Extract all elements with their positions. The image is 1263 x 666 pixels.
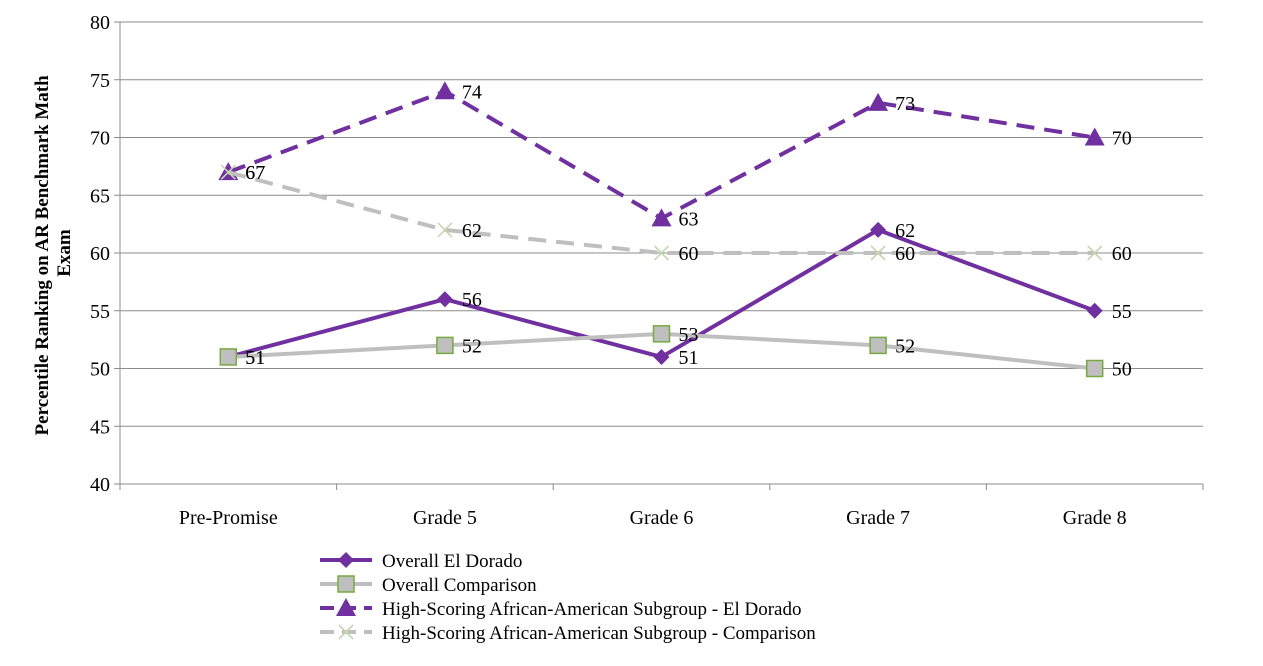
x-tick-label: Grade 5 xyxy=(413,507,477,529)
axes xyxy=(114,21,1204,490)
y-tick-labels: 40 45 50 55 60 65 70 75 80 xyxy=(90,12,110,496)
data-point xyxy=(652,325,671,343)
data-label: 51 xyxy=(245,347,265,369)
y-axis-label-line-2: Exam xyxy=(54,229,75,277)
legend-item: High-Scoring African-American Subgroup -… xyxy=(320,623,816,644)
marker-stroke xyxy=(437,222,453,238)
data-point xyxy=(870,221,887,238)
series-lines xyxy=(218,81,1105,378)
y-tick-label: 50 xyxy=(90,359,110,381)
legend-label: High-Scoring African-American Subgroup -… xyxy=(382,599,801,620)
data-label: 62 xyxy=(462,220,482,242)
data-label: 52 xyxy=(895,335,915,357)
marker-stroke xyxy=(338,624,354,640)
data-label: 56 xyxy=(462,289,482,311)
data-label: 51 xyxy=(679,347,699,369)
series-1 xyxy=(220,221,1103,365)
data-point xyxy=(434,81,455,100)
x-tick-label: Pre-Promise xyxy=(179,507,278,529)
data-label: 63 xyxy=(679,208,699,230)
data-label: 50 xyxy=(1112,359,1132,381)
data-point xyxy=(219,348,238,366)
data-label: 51 xyxy=(245,347,265,369)
data-point xyxy=(868,92,889,111)
series-line xyxy=(227,170,1095,255)
data-point xyxy=(869,336,887,355)
data-point xyxy=(436,291,453,308)
legend-marker xyxy=(336,598,356,616)
marker-stroke xyxy=(870,245,886,261)
y-tick-label: 75 xyxy=(90,70,110,92)
data-label: 60 xyxy=(679,243,699,265)
legend-label: High-Scoring African-American Subgroup -… xyxy=(382,623,816,644)
y-axis-label-line-1: Percentile Ranking on AR Benchmark Math xyxy=(32,75,53,436)
data-point xyxy=(653,348,670,365)
data-label: 74 xyxy=(462,81,482,103)
marker-stroke xyxy=(1087,245,1103,261)
y-tick-label: 45 xyxy=(90,416,110,438)
y-tick-label: 70 xyxy=(90,128,110,150)
y-tick-label: 40 xyxy=(90,474,110,496)
data-label: 62 xyxy=(895,220,915,242)
data-label: 55 xyxy=(1112,301,1132,323)
data-point xyxy=(651,208,672,227)
data-point xyxy=(870,245,886,261)
legend-marker xyxy=(338,624,354,640)
legend-label: Overall Comparison xyxy=(382,575,537,596)
data-label: 52 xyxy=(462,335,482,357)
x-tick-label: Grade 8 xyxy=(1063,507,1127,529)
data-point xyxy=(653,245,670,261)
data-label: 67 xyxy=(245,162,265,184)
data-point xyxy=(1086,302,1103,319)
data-label: 60 xyxy=(895,243,915,265)
series-line xyxy=(227,89,1096,221)
series-2 xyxy=(219,325,1104,378)
series-4 xyxy=(220,164,1103,261)
x-tick-label: Grade 7 xyxy=(846,507,910,529)
x-tick-labels: Pre-Promise Grade 5 Grade 6 Grade 7 Grade 8 xyxy=(179,507,1127,529)
data-point xyxy=(437,222,453,238)
data-label: 70 xyxy=(1112,128,1132,150)
y-tick-label: 65 xyxy=(90,185,110,207)
legend-marker xyxy=(337,575,355,593)
legend-label: Overall El Dorado xyxy=(382,551,522,572)
data-label: 60 xyxy=(1112,243,1132,265)
data-label: 53 xyxy=(679,324,699,346)
legend-item: High-Scoring African-American Subgroup -… xyxy=(320,598,801,620)
marker-stroke xyxy=(220,164,236,180)
y-tick-label: 80 xyxy=(90,12,110,34)
legend-marker xyxy=(338,552,354,568)
data-point xyxy=(436,336,454,355)
x-tick-label: Grade 6 xyxy=(630,507,694,529)
legend-item: Overall El Dorado xyxy=(320,551,522,572)
y-tick-label: 60 xyxy=(90,243,110,265)
data-point xyxy=(220,164,236,180)
y-tick-label: 55 xyxy=(90,301,110,323)
y-axis-label: Percentile Ranking on AR Benchmark Math … xyxy=(32,71,75,436)
data-point xyxy=(1087,245,1103,261)
legend: Overall El Dorado Overall Comparison High-… xyxy=(320,551,816,644)
marker-stroke xyxy=(653,245,670,261)
data-point xyxy=(1084,127,1105,146)
data-point xyxy=(1085,359,1104,378)
data-label: 67 xyxy=(245,162,265,184)
legend-item: Overall Comparison xyxy=(320,575,537,596)
data-label: 73 xyxy=(895,93,915,115)
